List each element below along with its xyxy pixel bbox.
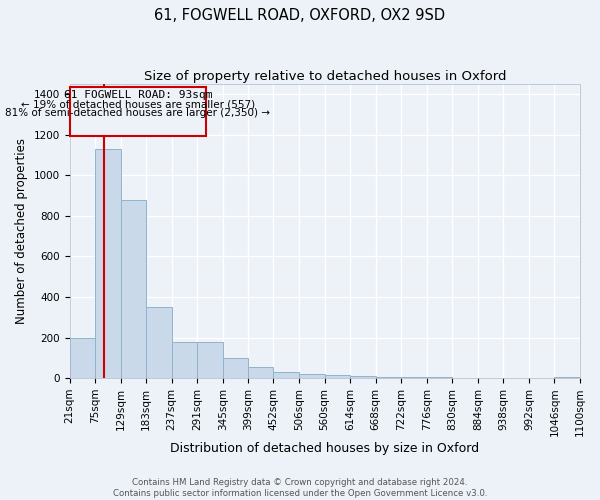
Bar [401, 377, 427, 378]
Text: 81% of semi-detached houses are larger (2,350) →: 81% of semi-detached houses are larger (… [5, 108, 271, 118]
Bar [299, 374, 325, 378]
Title: Size of property relative to detached houses in Oxford: Size of property relative to detached ho… [143, 70, 506, 83]
Bar [223, 358, 248, 378]
Text: ← 19% of detached houses are smaller (557): ← 19% of detached houses are smaller (55… [21, 100, 255, 110]
Bar [172, 342, 197, 378]
Bar [376, 377, 401, 378]
X-axis label: Distribution of detached houses by size in Oxford: Distribution of detached houses by size … [170, 442, 479, 455]
Text: 61, FOGWELL ROAD, OXFORD, OX2 9SD: 61, FOGWELL ROAD, OXFORD, OX2 9SD [154, 8, 446, 22]
Y-axis label: Number of detached properties: Number of detached properties [15, 138, 28, 324]
Bar [146, 307, 172, 378]
Bar [70, 87, 206, 136]
Bar [121, 200, 146, 378]
Bar [274, 372, 299, 378]
Text: Contains HM Land Registry data © Crown copyright and database right 2024.
Contai: Contains HM Land Registry data © Crown c… [113, 478, 487, 498]
Text: 61 FOGWELL ROAD: 93sqm: 61 FOGWELL ROAD: 93sqm [64, 90, 212, 100]
Bar [197, 342, 223, 378]
Bar [70, 338, 95, 378]
Bar [95, 149, 121, 378]
Bar [350, 376, 376, 378]
Bar [325, 375, 350, 378]
Bar [248, 367, 274, 378]
